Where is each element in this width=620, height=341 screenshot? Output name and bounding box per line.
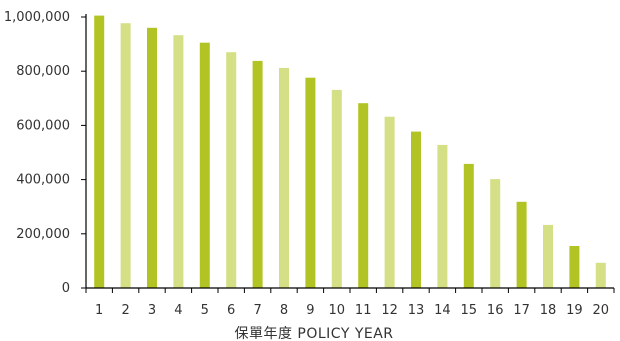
bar	[252, 60, 263, 289]
x-tick-label: 9	[306, 303, 314, 318]
y-tick-label: 400,000	[16, 173, 70, 188]
x-tick-label: 7	[253, 303, 261, 318]
x-tick-label: 2	[121, 303, 129, 318]
x-tick-label: 15	[461, 303, 478, 318]
x-tick-label: 12	[381, 303, 398, 318]
x-tick-label: 13	[408, 303, 425, 318]
bar	[437, 144, 448, 288]
x-tick-label: 6	[227, 303, 235, 318]
bar	[358, 103, 369, 288]
bar	[173, 35, 184, 289]
x-tick-label: 3	[148, 303, 156, 318]
bar	[279, 67, 289, 289]
axes	[81, 14, 615, 293]
bar	[595, 262, 606, 288]
x-tick-label: 8	[280, 303, 288, 318]
bar	[463, 163, 474, 288]
y-tick-label: 600,000	[16, 118, 70, 133]
y-tick-label: 0	[62, 281, 70, 296]
bar	[569, 246, 580, 288]
x-tick-label: 17	[513, 303, 530, 318]
x-tick-label: 20	[593, 303, 610, 318]
bar	[120, 23, 131, 288]
x-tick-label: 11	[355, 303, 372, 318]
bar	[331, 89, 342, 289]
x-axis-ticks: 1 2 3 4 5 6 7 8 9 10 11 12 13 14 15 16 17 18 19 20	[95, 303, 609, 318]
bar	[490, 179, 501, 288]
y-tick-label: 1,000,000	[4, 10, 70, 25]
bar	[516, 201, 527, 288]
x-tick-label: 1	[95, 303, 103, 318]
x-tick-label: 14	[434, 303, 451, 318]
bar	[305, 77, 316, 288]
bar	[94, 15, 105, 288]
x-tick-label: 10	[329, 303, 346, 318]
bar	[199, 42, 210, 289]
bar	[226, 52, 237, 289]
bar	[147, 27, 157, 289]
x-tick-label: 5	[201, 303, 209, 318]
x-tick-label: 18	[540, 303, 557, 318]
y-tick-label: 800,000	[16, 64, 70, 79]
x-tick-label: 4	[174, 303, 182, 318]
x-tick-label: 16	[487, 303, 504, 318]
bar	[411, 131, 421, 288]
bar	[384, 116, 395, 288]
y-axis-ticks: 0 200,000 400,000 600,000 800,000 1,000,000	[4, 10, 70, 296]
bar	[543, 224, 553, 288]
y-tick-label: 200,000	[16, 227, 70, 242]
x-axis-label: 保單年度 POLICY YEAR	[234, 326, 393, 341]
bars	[94, 15, 606, 289]
x-tick-label: 19	[566, 303, 583, 318]
